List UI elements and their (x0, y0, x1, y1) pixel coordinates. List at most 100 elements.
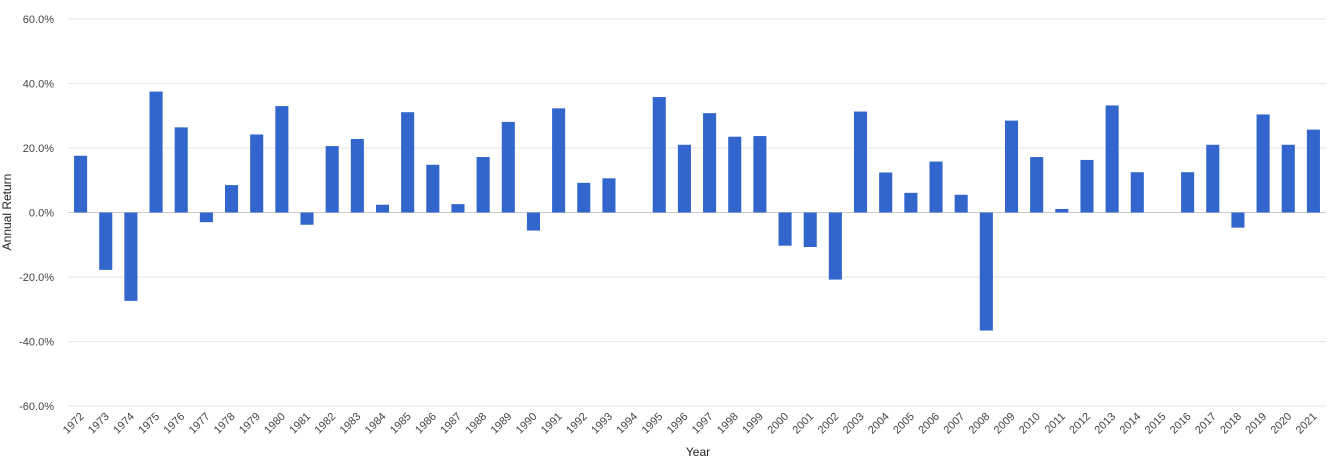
x-tick-label: 1999 (740, 411, 766, 437)
x-tick-label: 2005 (891, 411, 917, 437)
bar-2006[interactable] (929, 161, 943, 213)
bar-1984[interactable] (375, 204, 390, 213)
bar-1999[interactable] (753, 136, 767, 213)
bars (74, 91, 1320, 331)
x-tick-label: 1998 (715, 411, 741, 437)
bar-1980[interactable] (275, 106, 289, 213)
x-tick-label: 2015 (1143, 411, 1169, 437)
x-tick-label: 1993 (589, 411, 615, 437)
x-tick-label: 1983 (338, 411, 364, 437)
x-tick-label: 1985 (388, 411, 414, 437)
bar-1991[interactable] (552, 108, 566, 213)
bar-1985[interactable] (401, 112, 415, 213)
x-tick-label: 1989 (489, 411, 515, 437)
bar-2021[interactable] (1306, 129, 1320, 213)
bar-2007[interactable] (954, 194, 968, 213)
bar-2003[interactable] (853, 111, 868, 213)
bar-2009[interactable] (1004, 120, 1019, 213)
x-tick-label: 1972 (61, 411, 87, 437)
bar-1996[interactable] (677, 144, 691, 213)
x-tick-label: 2020 (1269, 411, 1295, 437)
y-tick-label: -60.0% (19, 401, 54, 413)
x-tick-label: 2000 (765, 411, 791, 437)
x-tick-label: 1995 (640, 411, 666, 437)
y-tick-label: 40.0% (23, 79, 54, 91)
x-tick-label: 1990 (514, 411, 540, 437)
bar-2018[interactable] (1231, 212, 1245, 228)
x-tick-label: 2018 (1218, 411, 1244, 437)
bar-1976[interactable] (174, 127, 188, 213)
x-tick-label: 2013 (1092, 411, 1118, 437)
x-tick-label: 2008 (967, 411, 993, 437)
bar-1986[interactable] (426, 164, 440, 213)
x-tick-label: 1978 (212, 411, 238, 437)
bar-2004[interactable] (879, 172, 893, 213)
bar-2019[interactable] (1256, 114, 1270, 213)
x-tick-label: 1992 (564, 411, 590, 437)
bar-1997[interactable] (703, 113, 717, 213)
bar-1998[interactable] (728, 136, 742, 213)
y-axis-title: Annual Return (0, 174, 14, 251)
bar-2014[interactable] (1130, 172, 1144, 213)
x-tick-label: 1996 (665, 411, 691, 437)
bar-1975[interactable] (149, 91, 163, 213)
bar-1990[interactable] (526, 212, 541, 231)
bar-1978[interactable] (224, 185, 239, 213)
bar-1979[interactable] (250, 134, 264, 213)
x-axis-title: Year (686, 445, 710, 459)
bar-1995[interactable] (652, 97, 666, 213)
x-tick-label: 2014 (1118, 411, 1144, 437)
bar-1977[interactable] (199, 212, 213, 223)
bar-1993[interactable] (602, 178, 616, 213)
x-tick-label: 1979 (237, 411, 263, 437)
bar-2010[interactable] (1030, 157, 1044, 213)
x-tick-label: 1986 (413, 411, 439, 437)
x-tick-label: 2019 (1243, 411, 1269, 437)
x-tick-label: 1982 (313, 411, 339, 437)
y-tick-label: 0.0% (29, 208, 54, 220)
bar-1988[interactable] (476, 157, 490, 213)
y-tick-label: -20.0% (19, 272, 54, 284)
x-tick-label: 2004 (866, 411, 892, 437)
x-tick-label: 1977 (187, 411, 213, 437)
bar-1974[interactable] (124, 212, 138, 301)
x-tick-label: 2011 (1043, 411, 1068, 436)
bar-1983[interactable] (350, 138, 364, 213)
x-tick-label: 1973 (86, 411, 112, 437)
bar-1973[interactable] (99, 212, 113, 270)
x-tick-label: 2009 (992, 411, 1018, 437)
bar-2001[interactable] (803, 212, 817, 248)
bar-2013[interactable] (1105, 105, 1119, 213)
bar-2016[interactable] (1181, 172, 1195, 213)
x-tick-label: 2007 (942, 411, 968, 437)
y-axis-ticks: 60.0% 40.0% 20.0% 0.0% -20.0% -40.0% -60.0% (19, 14, 54, 413)
x-tick-label: 2001 (791, 411, 817, 437)
bar-1972[interactable] (74, 155, 88, 213)
bar-1992[interactable] (577, 182, 591, 213)
x-tick-label: 1997 (690, 411, 716, 437)
bar-2017[interactable] (1206, 144, 1220, 213)
bar-2002[interactable] (828, 212, 842, 280)
x-tick-label: 1980 (262, 411, 288, 437)
bar-1987[interactable] (451, 204, 465, 213)
x-tick-label: 1976 (162, 411, 188, 437)
x-tick-label: 1981 (287, 411, 313, 437)
bar-2005[interactable] (904, 192, 918, 213)
bar-2000[interactable] (778, 212, 792, 246)
x-tick-label: 1975 (136, 411, 162, 437)
x-tick-label: 1984 (363, 411, 389, 437)
bar-1981[interactable] (300, 212, 314, 225)
bar-2011[interactable] (1055, 208, 1069, 213)
x-tick-label: 2012 (1067, 411, 1093, 437)
y-tick-label: -40.0% (19, 337, 54, 349)
bar-2012[interactable] (1080, 159, 1094, 213)
bar-2020[interactable] (1281, 144, 1295, 213)
x-tick-label: 1994 (614, 411, 640, 437)
bar-1989[interactable] (501, 121, 515, 213)
x-tick-label: 2003 (841, 411, 867, 437)
x-tick-label: 2002 (816, 411, 842, 437)
x-tick-label: 2021 (1294, 411, 1320, 437)
bar-2008[interactable] (979, 212, 993, 331)
bar-1982[interactable] (325, 146, 339, 213)
x-axis-ticks: 1972 1973 1974 1975 1976 1977 1978 1979 1980 1981… (61, 411, 1320, 437)
